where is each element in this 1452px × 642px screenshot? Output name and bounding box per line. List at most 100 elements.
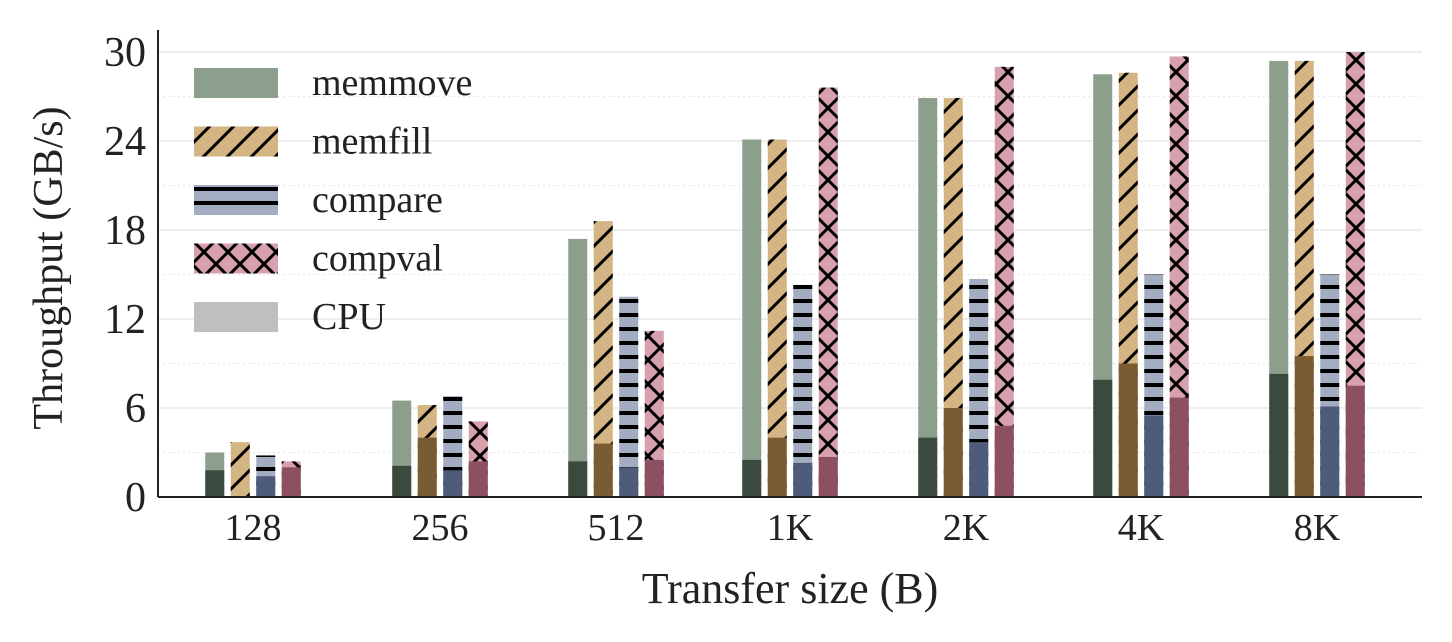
- bar-group-compval-128: [281, 461, 301, 497]
- legend-swatch-pattern: [194, 243, 278, 274]
- x-tick-label: 128: [225, 507, 282, 549]
- bar-group-memmove-1K: [742, 139, 762, 497]
- bar-group-memmove-8K: [1269, 60, 1289, 498]
- bar-group-memmove-4K: [1093, 74, 1113, 497]
- bar-cpu-memfill-512: [593, 443, 613, 497]
- bar-pattern-memfill-2K: [943, 97, 963, 497]
- bar-pattern-memfill-128: [230, 442, 250, 497]
- bar-cpu-memfill-2K: [943, 408, 963, 497]
- bar-group-memfill-256: [417, 405, 437, 497]
- bar-cpu-compval-4K: [1169, 397, 1189, 497]
- bar-cpu-compare-256: [443, 470, 463, 497]
- legend-swatch-pattern: [194, 126, 278, 157]
- bar-cpu-memmove-256: [392, 465, 412, 497]
- y-tick-label: 12: [104, 297, 146, 343]
- bar-cpu-compare-1K: [793, 462, 813, 497]
- bar-cpu-compare-8K: [1320, 406, 1340, 497]
- bar-group-compare-2K: [969, 278, 989, 497]
- legend-label: compval: [312, 238, 443, 280]
- legend-item-compval: compval: [194, 238, 443, 280]
- x-tick-label: 1K: [767, 507, 814, 549]
- bar-memmove-1K: [742, 139, 762, 497]
- bar-memmove-512: [568, 238, 588, 497]
- bar-cpu-compval-8K: [1345, 385, 1365, 497]
- bar-cpu-memmove-8K: [1269, 373, 1289, 497]
- y-tick-label: 24: [104, 119, 146, 165]
- bar-group-memmove-256: [392, 400, 412, 497]
- bar-group-memmove-2K: [918, 97, 938, 497]
- legend-swatch: [194, 302, 278, 332]
- bar-group-memfill-2K: [943, 97, 963, 497]
- x-axis-title: Transfer size (B): [642, 564, 939, 613]
- legend-swatch: [194, 68, 278, 98]
- y-tick-label: 6: [125, 386, 146, 432]
- bar-group-memfill-512: [593, 221, 613, 497]
- bar-cpu-memfill-256: [417, 437, 437, 497]
- bar-pattern-compval-512: [644, 330, 664, 497]
- axes: [157, 30, 1422, 498]
- x-tick-label: 4K: [1118, 507, 1165, 549]
- legend-item-memfill: memfill: [194, 121, 432, 163]
- bar-pattern-memfill-1K: [767, 139, 787, 497]
- y-tick-label: 18: [104, 208, 146, 254]
- bar-pattern-compval-4K: [1169, 56, 1189, 497]
- x-tick-label: 256: [412, 507, 469, 549]
- bar-cpu-memfill-4K: [1118, 363, 1138, 497]
- x-tick-labels: 128 256 512 1K 2K 4K 8K: [225, 507, 1341, 549]
- y-axis-title: Throughput (GB/s): [26, 106, 72, 429]
- bar-cpu-compval-2K: [994, 425, 1014, 497]
- bar-group-compare-512: [619, 296, 639, 497]
- legend-item-memmove: memmove: [194, 62, 472, 104]
- bar-cpu-compare-128: [256, 476, 276, 497]
- bar-group-compval-2K: [994, 66, 1014, 497]
- legend-label: compare: [312, 179, 443, 221]
- y-tick-labels: 0 6 12 18 24 30: [104, 30, 146, 521]
- bar-group-compval-4K: [1169, 56, 1189, 497]
- bar-cpu-memmove-128: [205, 470, 225, 497]
- bar-group-compval-8K: [1345, 52, 1365, 497]
- bar-group-memfill-8K: [1294, 60, 1314, 498]
- bar-group-compare-128: [256, 455, 276, 497]
- bar-cpu-compare-2K: [969, 442, 989, 497]
- bar-cpu-compval-1K: [818, 456, 838, 497]
- x-tick-label: 2K: [943, 507, 990, 549]
- y-tick-label: 30: [104, 30, 146, 76]
- x-tick-label: 8K: [1294, 507, 1341, 549]
- bar-cpu-memfill-8K: [1294, 356, 1314, 497]
- bar-group-memmove-512: [568, 238, 588, 497]
- bars: [205, 52, 1365, 498]
- legend-item-cpu: CPU: [194, 296, 386, 338]
- bar-group-memfill-4K: [1118, 72, 1138, 498]
- bar-group-memfill-1K: [767, 139, 787, 497]
- bar-group-compval-1K: [818, 87, 838, 497]
- bar-group-compval-512: [644, 330, 664, 497]
- bar-memmove-2K: [918, 97, 938, 497]
- bar-pattern-compare-512: [619, 296, 639, 497]
- legend-label: memfill: [312, 121, 432, 163]
- bar-cpu-memmove-2K: [918, 437, 938, 497]
- bar-cpu-memmove-512: [568, 461, 588, 497]
- bar-cpu-compval-256: [468, 461, 488, 497]
- bar-group-compare-4K: [1144, 274, 1164, 497]
- bar-group-compare-1K: [793, 284, 813, 497]
- legend: memmove memfill compare compval CPU: [194, 62, 472, 338]
- bar-group-memmove-128: [205, 452, 225, 497]
- bar-cpu-memmove-4K: [1093, 379, 1113, 497]
- bar-pattern-compare-1K: [793, 284, 813, 497]
- bar-group-compare-256: [443, 396, 463, 497]
- bar-group-compare-8K: [1320, 274, 1340, 497]
- bar-pattern-compval-2K: [994, 66, 1014, 497]
- bar-cpu-compval-512: [644, 459, 664, 497]
- gridlines: [158, 51, 1422, 453]
- legend-label: CPU: [312, 296, 386, 338]
- x-tick-label: 512: [588, 507, 645, 549]
- bar-cpu-compare-4K: [1144, 415, 1164, 497]
- legend-swatch-pattern: [194, 185, 278, 215]
- bar-cpu-memmove-1K: [742, 459, 762, 497]
- bar-cpu-compval-128: [281, 467, 301, 497]
- y-tick-label: 0: [125, 475, 146, 521]
- legend-label: memmove: [312, 62, 472, 104]
- legend-item-compare: compare: [194, 179, 443, 221]
- bar-group-compval-256: [468, 421, 488, 497]
